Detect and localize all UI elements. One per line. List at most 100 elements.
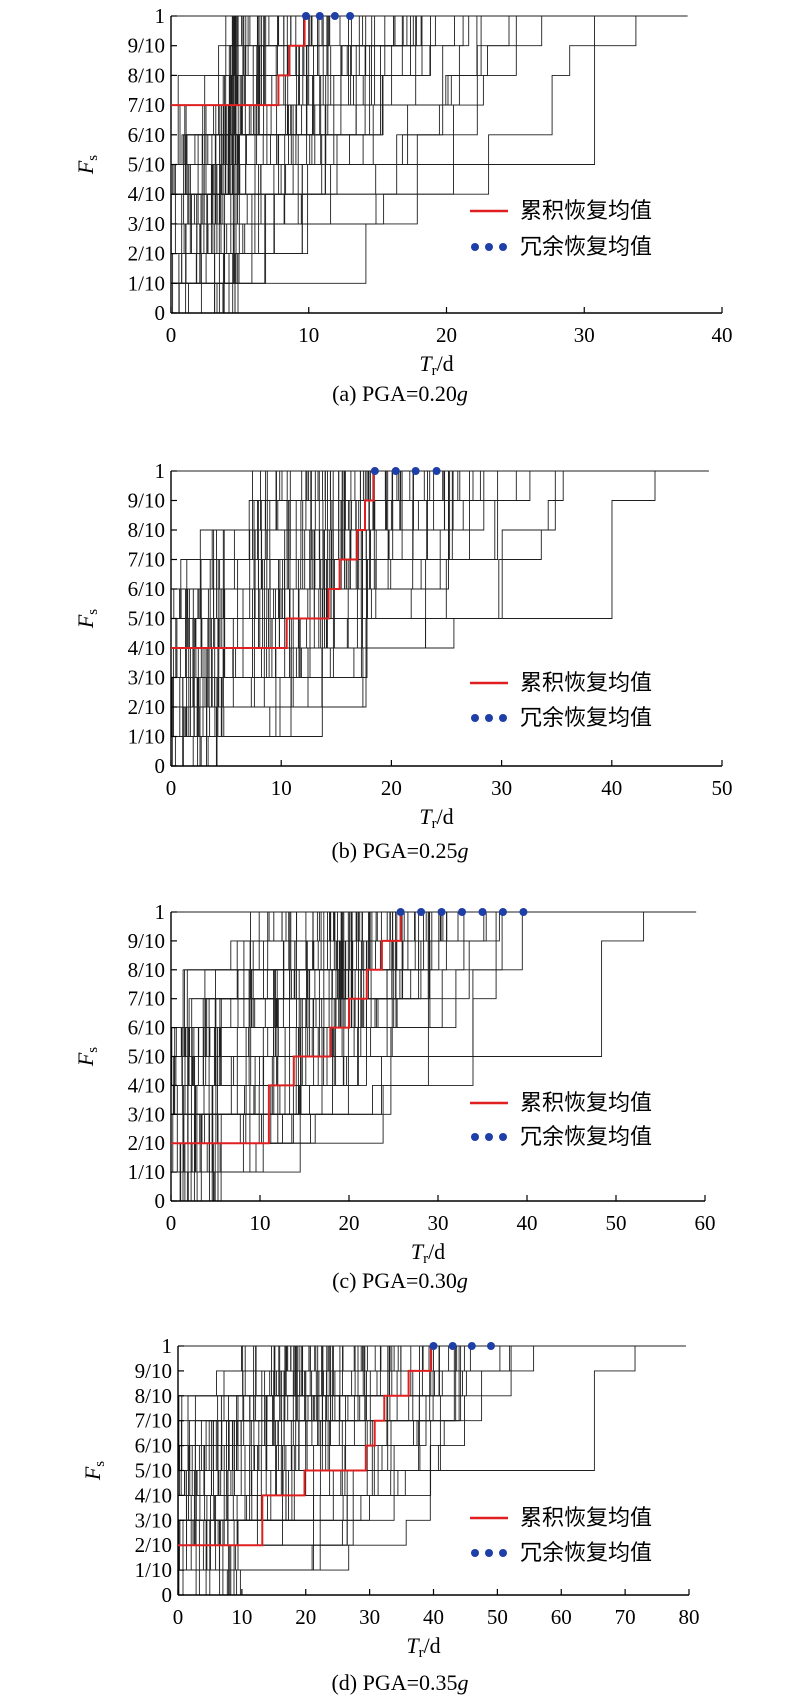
legend-swatch-redundant-dot bbox=[471, 1133, 479, 1141]
redundant-mean-point bbox=[519, 908, 528, 916]
y-tick-label: 6/10 bbox=[128, 123, 165, 147]
legend-swatch-redundant-dot bbox=[499, 243, 507, 251]
redundant-mean-point bbox=[478, 908, 487, 916]
recovery-traces bbox=[171, 911, 697, 1202]
redundant-mean-point bbox=[486, 1342, 495, 1350]
y-tick-label: 8/10 bbox=[128, 518, 165, 542]
y-axis-label: Fs bbox=[73, 609, 101, 629]
redundant-mean-point bbox=[411, 467, 420, 475]
x-tick-label: 60 bbox=[695, 1211, 716, 1235]
y-tick-label: 1 bbox=[155, 900, 166, 924]
legend-label-cumulative: 累积恢复均值 bbox=[520, 671, 652, 696]
x-tick-label: 50 bbox=[712, 776, 733, 800]
x-axis-label-main: T bbox=[419, 804, 433, 829]
x-tick-label: 50 bbox=[487, 1605, 508, 1629]
legend-label-cumulative: 累积恢复均值 bbox=[520, 1091, 652, 1116]
y-tick-label: 9/10 bbox=[128, 489, 165, 513]
legend-swatch-redundant-dot bbox=[485, 1133, 493, 1141]
legend-swatch-redundant-dot bbox=[499, 1133, 507, 1141]
recovery-trace bbox=[171, 16, 517, 255]
x-tick-label: 20 bbox=[436, 323, 457, 347]
y-axis-label: Fs bbox=[73, 1047, 101, 1067]
y-tick-label: 1/10 bbox=[128, 271, 165, 295]
y-tick-label: 2/10 bbox=[128, 242, 165, 266]
x-axis-label-main: T bbox=[406, 1633, 420, 1658]
y-tick-label: 0 bbox=[162, 1583, 173, 1607]
recovery-trace bbox=[171, 16, 510, 314]
recovery-trace bbox=[171, 16, 233, 314]
recovery-traces bbox=[170, 15, 688, 314]
recovery-trace bbox=[171, 912, 420, 1057]
x-axis-label-unit: /d bbox=[424, 1633, 441, 1658]
recovery-trace bbox=[171, 912, 361, 1057]
y-tick-label: 4/10 bbox=[128, 1073, 165, 1097]
x-axis-label: Tr/d bbox=[406, 1633, 440, 1661]
y-tick-label: 3/10 bbox=[128, 1102, 165, 1126]
panel-caption-suffix: g bbox=[457, 381, 468, 406]
legend-swatch-redundant-dot bbox=[485, 243, 493, 251]
x-tick-label: 30 bbox=[491, 776, 512, 800]
redundant-mean-point bbox=[315, 12, 324, 20]
y-axis-label-main: F bbox=[73, 614, 98, 629]
panel-caption-suffix: g bbox=[457, 1268, 468, 1293]
x-tick-label: 10 bbox=[250, 1211, 271, 1235]
y-tick-label: 3/10 bbox=[135, 1508, 172, 1532]
x-tick-label: 70 bbox=[615, 1605, 636, 1629]
y-tick-label: 9/10 bbox=[135, 1359, 172, 1383]
x-tick-label: 0 bbox=[166, 1211, 177, 1235]
redundant-mean-point bbox=[417, 908, 426, 916]
x-tick-label: 30 bbox=[359, 1605, 380, 1629]
x-tick-label: 20 bbox=[339, 1211, 360, 1235]
panel-caption-prefix: (a) PGA=0.20 bbox=[332, 381, 457, 406]
cumulative-mean-line bbox=[171, 912, 402, 1145]
legend-label-redundant: 冗余恢复均值 bbox=[520, 706, 652, 731]
recovery-trace bbox=[171, 471, 331, 737]
y-tick-label: 7/10 bbox=[128, 548, 165, 572]
x-tick-label: 60 bbox=[551, 1605, 572, 1629]
panel-caption: (b) PGA=0.25g bbox=[331, 838, 468, 863]
x-tick-label: 0 bbox=[173, 1605, 184, 1629]
y-tick-label: 1/10 bbox=[135, 1558, 172, 1582]
legend-swatch-redundant-dot bbox=[471, 714, 479, 722]
legend-label-cumulative: 累积恢复均值 bbox=[520, 1506, 652, 1531]
y-tick-label: 3/10 bbox=[128, 666, 165, 690]
redundant-mean-point bbox=[458, 908, 467, 916]
y-tick-label: 6/10 bbox=[128, 1016, 165, 1040]
y-tick-label: 7/10 bbox=[128, 93, 165, 117]
y-tick-label: 8/10 bbox=[128, 63, 165, 87]
y-tick-label: 0 bbox=[155, 301, 166, 325]
recovery-trace bbox=[171, 16, 414, 165]
recovery-trace bbox=[171, 16, 292, 165]
y-tick-label: 8/10 bbox=[128, 958, 165, 982]
y-axis-label-main: F bbox=[73, 160, 98, 175]
redundant-mean-point bbox=[370, 467, 379, 475]
recovery-trace bbox=[171, 471, 394, 737]
redundant-mean-point bbox=[467, 1342, 476, 1350]
x-tick-label: 0 bbox=[166, 776, 177, 800]
redundant-mean-point bbox=[330, 12, 339, 20]
y-tick-label: 5/10 bbox=[128, 153, 165, 177]
recovery-trace bbox=[171, 16, 324, 165]
x-tick-label: 0 bbox=[166, 323, 177, 347]
redundant-mean-point bbox=[448, 1342, 457, 1350]
recovery-trace bbox=[171, 912, 334, 1173]
y-tick-label: 7/10 bbox=[128, 987, 165, 1011]
y-tick-label: 1 bbox=[162, 1334, 173, 1358]
y-tick-label: 1/10 bbox=[128, 725, 165, 749]
y-tick-label: 6/10 bbox=[135, 1434, 172, 1458]
x-tick-label: 10 bbox=[271, 776, 292, 800]
y-axis-label-sub: s bbox=[85, 155, 101, 161]
y-tick-label: 0 bbox=[155, 1189, 166, 1213]
x-axis-label-unit: /d bbox=[437, 804, 454, 829]
redundant-mean-point bbox=[437, 908, 446, 916]
x-axis-label: Tr/d bbox=[411, 1239, 445, 1267]
recovery-trace bbox=[178, 1346, 311, 1521]
legend-label-redundant: 冗余恢复均值 bbox=[520, 1125, 652, 1150]
x-axis-label-unit: /d bbox=[428, 1239, 445, 1264]
